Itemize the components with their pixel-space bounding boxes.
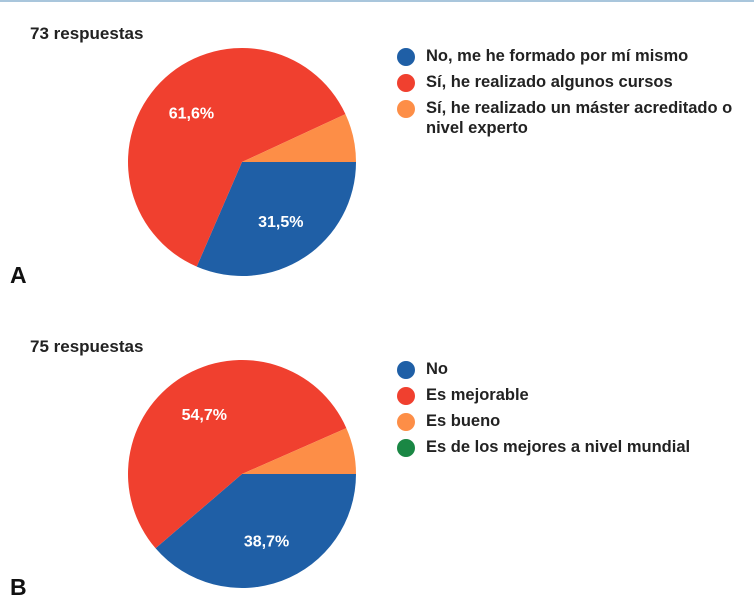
slice-percent-label: 54,7% <box>182 407 227 424</box>
slice-percent-label: 38,7% <box>244 533 289 550</box>
slice-percent-label: 61,6% <box>169 106 214 123</box>
legend-swatch <box>397 361 415 379</box>
pie-slice <box>196 162 356 276</box>
legend-swatch <box>397 100 415 118</box>
panel-label: B <box>10 574 27 600</box>
pie-slice <box>242 114 356 162</box>
legend-swatch <box>397 439 415 457</box>
legend-swatch <box>397 48 415 66</box>
legend-label: Sí, he realizado algunos cursos <box>426 73 673 91</box>
pie-slice <box>242 428 356 474</box>
pie-slice <box>127 360 347 549</box>
response-count: 75 respuestas <box>30 337 144 356</box>
pie-slice <box>127 47 346 267</box>
legend-label: Es mejorable <box>426 386 529 404</box>
panel-label: A <box>10 262 27 288</box>
chart-panel-b: 75 respuestas 38,7% 54,7% No Es mejorable… <box>0 312 754 615</box>
pie-chart-b: 38,7% 54,7% <box>127 360 356 588</box>
legend-swatch <box>397 74 415 92</box>
legend-item: Es mejorable <box>397 385 742 405</box>
legend-label: Sí, he realizado un máster acreditado o … <box>426 99 733 137</box>
slice-percent-label: 31,5% <box>258 214 303 231</box>
top-divider <box>0 0 754 2</box>
legend-label: No, me he formado por mí mismo <box>426 47 689 65</box>
chart-panel-a: 73 respuestas 31,5% 61,6% No, me he forma… <box>0 0 754 303</box>
pie-chart-a: 31,5% 61,6% <box>127 47 356 276</box>
legend-a: No, me he formado por mí mismo Sí, he re… <box>397 46 742 144</box>
legend-b: No Es mejorable Es bueno Es de los mejor… <box>397 359 742 463</box>
legend-label: Es de los mejores a nivel mundial <box>426 438 691 456</box>
legend-label: No <box>426 360 448 378</box>
pie-slice <box>155 474 356 588</box>
legend-item: Es bueno <box>397 411 742 431</box>
legend-swatch <box>397 387 415 405</box>
response-count: 73 respuestas <box>30 24 144 43</box>
legend-item: No <box>397 359 742 379</box>
legend-item: Sí, he realizado un máster acreditado o … <box>397 98 742 138</box>
legend-swatch <box>397 413 415 431</box>
legend-item: Es de los mejores a nivel mundial <box>397 437 742 457</box>
legend-label: Es bueno <box>426 412 501 430</box>
legend-item: No, me he formado por mí mismo <box>397 46 742 66</box>
legend-item: Sí, he realizado algunos cursos <box>397 72 742 92</box>
